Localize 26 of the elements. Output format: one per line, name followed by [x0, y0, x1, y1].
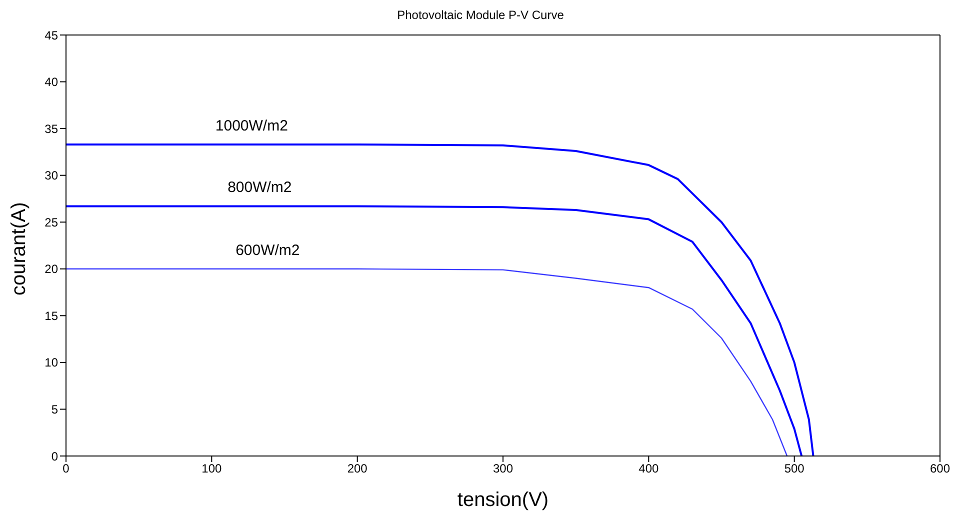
- y-tick-label: 20: [44, 262, 58, 276]
- chart-title: Photovoltaic Module P-V Curve: [396, 8, 565, 24]
- x-tick-label: 500: [784, 462, 805, 476]
- y-tick-label: 30: [44, 168, 58, 183]
- x-axis-title: tension(V): [457, 489, 549, 511]
- line-series: [66, 268, 788, 456]
- x-tick-label: 100: [202, 462, 222, 476]
- series-label: 600W/m2: [236, 242, 300, 259]
- x-tick-label: 200: [347, 462, 368, 476]
- x-tick-label: 600: [930, 462, 950, 476]
- y-tick-label: 25: [44, 215, 58, 230]
- y-axis-title: courant(A): [8, 202, 30, 296]
- series-label: 800W/m2: [228, 179, 292, 196]
- y-tick-label: 40: [44, 75, 58, 90]
- y-tick-label: 15: [44, 308, 58, 323]
- line-series: [66, 143, 814, 456]
- line-series: [66, 205, 803, 456]
- series-label: 1000W/m2: [215, 117, 288, 134]
- y-tick-label: 45: [44, 28, 58, 42]
- y-tick-label: 0: [51, 449, 58, 464]
- x-tick-label: 300: [492, 462, 514, 476]
- x-tick-label: 0: [62, 462, 70, 476]
- y-tick-label: 35: [44, 122, 58, 136]
- y-tick-label: 5: [51, 402, 58, 416]
- x-tick-label: 400: [638, 462, 659, 476]
- y-tick-label: 10: [44, 356, 58, 370]
